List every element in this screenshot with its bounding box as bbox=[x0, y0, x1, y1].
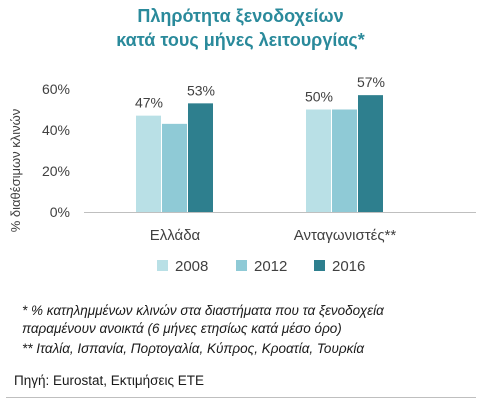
y-tick-label: 0% bbox=[50, 204, 70, 220]
data-label: 47% bbox=[135, 95, 163, 111]
x-tick-label: Ελλάδα bbox=[150, 227, 201, 244]
y-tick-label: 40% bbox=[42, 122, 70, 138]
footnote-1: * % κατηλημμένων κλινών στα διαστήματα π… bbox=[22, 303, 384, 318]
chart-title-line-2: κατά τους μήνες λειτουργίας* bbox=[116, 30, 365, 50]
divider bbox=[6, 397, 476, 398]
legend-label: 2016 bbox=[332, 258, 365, 275]
y-tick-label: 20% bbox=[42, 163, 70, 179]
source-note: Πηγή: Eurostat, Εκτιμήσεις ΕΤΕ bbox=[14, 373, 205, 388]
footnote-2: παραμένουν ανοικτά (6 μήνες ετησίως κατά… bbox=[22, 321, 342, 336]
bar-2008-1 bbox=[306, 109, 331, 212]
bar-2012-0 bbox=[162, 123, 187, 212]
x-tick-label: Ανταγωνιστές** bbox=[294, 227, 397, 244]
y-axis-label: % διαθέσιμων κλινών bbox=[8, 109, 23, 233]
legend-swatch-2016 bbox=[314, 260, 325, 271]
legend-label: 2012 bbox=[254, 258, 287, 275]
data-label: 50% bbox=[305, 89, 333, 105]
bar-2008-0 bbox=[136, 115, 161, 212]
chart-title: Πληρότητα ξενοδοχείων κατά τους μήνες λε… bbox=[0, 4, 481, 52]
data-label: 57% bbox=[357, 74, 385, 90]
data-label: 53% bbox=[187, 82, 215, 98]
bar-2016-0 bbox=[188, 103, 213, 212]
legend-swatch-2012 bbox=[236, 260, 247, 271]
bar-chart: % διαθέσιμων κλινών 0% 20% 40% 60% 47% 53% Ελλά… bbox=[8, 74, 476, 275]
y-tick-label: 60% bbox=[42, 81, 70, 97]
legend-swatch-2008 bbox=[157, 260, 168, 271]
bar-2012-1 bbox=[332, 109, 357, 212]
footnote-3: ** Ιταλία, Ισπανία, Πορτογαλία, Κύπρος, … bbox=[22, 341, 365, 356]
chart-title-line-1: Πληρότητα ξενοδοχείων bbox=[137, 6, 344, 26]
bar-2016-1 bbox=[358, 95, 383, 212]
legend-label: 2008 bbox=[175, 258, 208, 275]
